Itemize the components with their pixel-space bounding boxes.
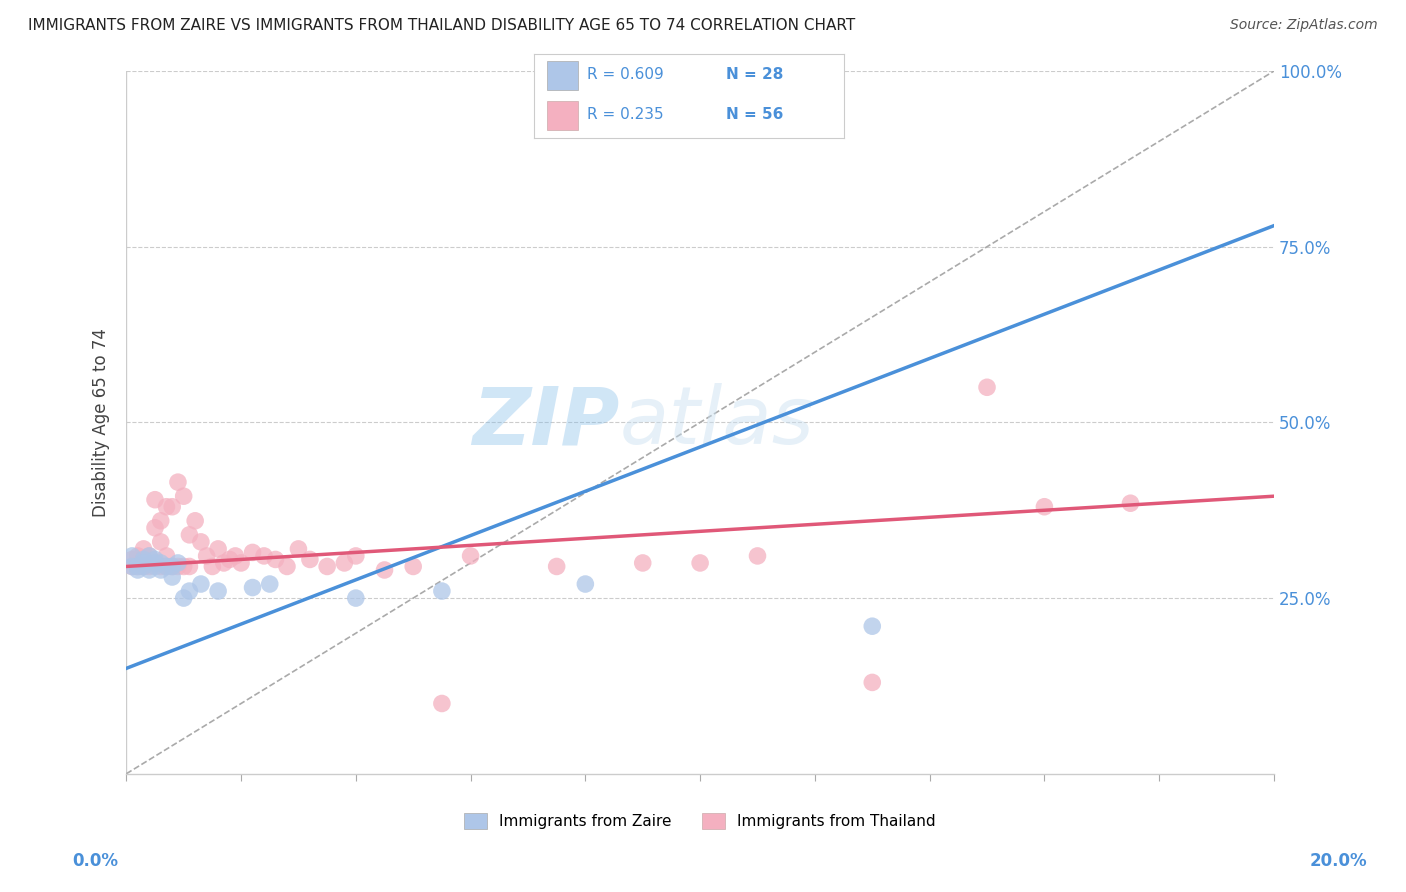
Text: IMMIGRANTS FROM ZAIRE VS IMMIGRANTS FROM THAILAND DISABILITY AGE 65 TO 74 CORREL: IMMIGRANTS FROM ZAIRE VS IMMIGRANTS FROM… [28, 18, 855, 33]
Point [212, 556, 235, 570]
Point [195, 549, 218, 563]
Point [155, 559, 177, 574]
Point [184, 514, 207, 528]
Point [242, 545, 264, 559]
Point [430, 697, 453, 711]
Point [333, 556, 356, 570]
Point [127, 549, 149, 563]
Point [173, 489, 195, 503]
Point [138, 563, 160, 577]
Point [179, 528, 201, 542]
Point [276, 559, 298, 574]
Point [121, 552, 143, 566]
Point [138, 549, 160, 563]
Point [179, 584, 201, 599]
Point [173, 591, 195, 606]
Point [132, 559, 155, 574]
Point [160, 559, 183, 574]
Bar [547, 101, 578, 130]
Point [860, 619, 883, 633]
Point [132, 541, 155, 556]
Legend: Immigrants from Zaire, Immigrants from Thailand: Immigrants from Zaire, Immigrants from T… [464, 814, 936, 830]
Point [149, 556, 172, 570]
Point [155, 549, 177, 563]
Point [138, 559, 160, 574]
Point [173, 559, 195, 574]
Text: R = 0.235: R = 0.235 [586, 107, 664, 122]
Point [127, 559, 149, 574]
Point [179, 559, 201, 574]
Point [976, 380, 998, 394]
Point [344, 591, 367, 606]
Point [143, 492, 166, 507]
Point [689, 556, 711, 570]
Point [160, 570, 183, 584]
Point [259, 577, 281, 591]
Text: Source: ZipAtlas.com: Source: ZipAtlas.com [1230, 18, 1378, 32]
Point [1033, 500, 1056, 514]
Point [132, 552, 155, 566]
Point [373, 563, 395, 577]
Point [143, 521, 166, 535]
Point [143, 552, 166, 566]
Point [127, 563, 149, 577]
Point [132, 559, 155, 574]
Point [242, 581, 264, 595]
Point [224, 549, 246, 563]
Text: atlas: atlas [620, 384, 814, 461]
Point [138, 549, 160, 563]
Point [201, 559, 224, 574]
Point [149, 514, 172, 528]
Point [132, 556, 155, 570]
Point [747, 549, 769, 563]
Bar [547, 62, 578, 90]
Point [460, 549, 482, 563]
Point [860, 675, 883, 690]
Point [143, 559, 166, 574]
Point [298, 552, 321, 566]
Point [155, 500, 177, 514]
Point [190, 534, 212, 549]
Point [138, 556, 160, 570]
Point [631, 556, 654, 570]
Point [1119, 496, 1142, 510]
Point [160, 559, 183, 574]
Text: 0.0%: 0.0% [73, 852, 118, 870]
Point [430, 584, 453, 599]
Point [218, 552, 240, 566]
Point [167, 475, 190, 490]
Point [316, 559, 339, 574]
Point [207, 584, 229, 599]
Point [344, 549, 367, 563]
Point [160, 500, 183, 514]
Text: R = 0.609: R = 0.609 [586, 67, 664, 82]
Point [207, 541, 229, 556]
Point [287, 541, 309, 556]
Point [546, 559, 568, 574]
Y-axis label: Disability Age 65 to 74: Disability Age 65 to 74 [93, 328, 110, 516]
Point [132, 552, 155, 566]
Text: 20.0%: 20.0% [1310, 852, 1367, 870]
Point [574, 577, 596, 591]
Point [229, 556, 252, 570]
Point [167, 556, 190, 570]
Point [155, 559, 177, 574]
Point [127, 559, 149, 574]
Point [149, 559, 172, 574]
Point [121, 559, 143, 574]
Point [190, 577, 212, 591]
Point [149, 563, 172, 577]
Point [149, 534, 172, 549]
Point [253, 549, 276, 563]
Point [121, 559, 143, 574]
Text: N = 56: N = 56 [725, 107, 783, 122]
Text: ZIP: ZIP [472, 384, 620, 461]
Point [167, 559, 190, 574]
Point [143, 556, 166, 570]
Point [264, 552, 287, 566]
Point [402, 559, 425, 574]
Point [121, 549, 143, 563]
Text: N = 28: N = 28 [725, 67, 783, 82]
